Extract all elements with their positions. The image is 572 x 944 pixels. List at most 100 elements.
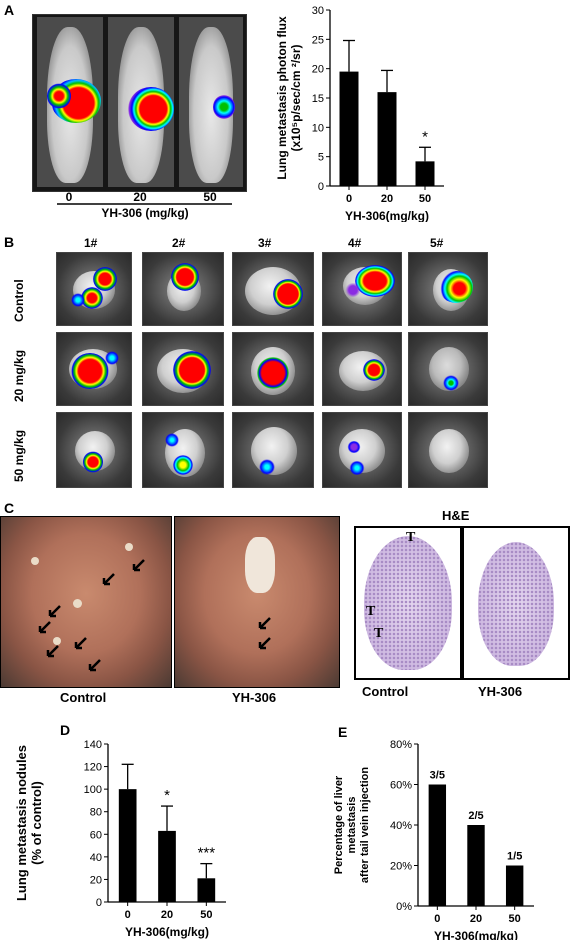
panel-a-label: A xyxy=(4,2,15,18)
y-tick-label: 0% xyxy=(396,901,412,913)
column-header-3: 3# xyxy=(258,236,272,250)
y-tick-label: 100 xyxy=(84,784,102,796)
dose-label-0: 0 xyxy=(66,190,73,204)
gross-label-yh306: YH-306 xyxy=(232,690,277,705)
x-tick-label: 20 xyxy=(161,909,173,921)
arrow-icon xyxy=(48,605,61,618)
row-label-20mgkg: 20 mg/kg xyxy=(12,349,26,402)
significance-marker: * xyxy=(164,787,170,804)
bar xyxy=(505,865,524,906)
x-axis-label: YH-306(mg/kg) xyxy=(434,929,518,940)
bar xyxy=(415,161,435,186)
ex-vivo-lung-control-3 xyxy=(232,252,314,326)
panel-c-label: C xyxy=(4,500,15,516)
ex-vivo-lung-20mg-2 xyxy=(142,332,224,406)
column-header-5: 5# xyxy=(430,236,444,250)
ex-vivo-lung-50mg-3 xyxy=(232,412,314,488)
tumor-marker: T xyxy=(374,626,384,641)
he-histology-yh306 xyxy=(462,526,570,680)
bar xyxy=(158,830,176,902)
y-tick-label: 40 xyxy=(90,852,102,864)
x-tick-label: 0 xyxy=(434,913,440,925)
mouse-image-20 xyxy=(108,17,174,187)
arrow-icon xyxy=(258,617,271,630)
ex-vivo-lung-control-1 xyxy=(56,252,132,326)
chart-a: 0 5 10 15 20 25 30 0 20 50 * YH-306(mg/kg) Lung meta… xyxy=(275,5,444,222)
he-title: H&E xyxy=(442,508,470,523)
y-tick-label: 10 xyxy=(312,122,324,134)
y-tick-label: 80 xyxy=(90,807,102,819)
arrow-icon xyxy=(88,659,101,672)
arrow-icon xyxy=(38,621,51,634)
y-tick-label: 0 xyxy=(318,181,324,193)
y-tick-label: 40% xyxy=(390,820,412,832)
ex-vivo-lung-control-5 xyxy=(408,252,488,326)
y-tick-label: 60% xyxy=(390,780,412,792)
ex-vivo-lung-50mg-1 xyxy=(56,412,132,488)
column-header-2: 2# xyxy=(172,236,186,250)
bar xyxy=(339,71,359,186)
gross-lung-control xyxy=(0,516,172,688)
chart-e: 0% 20% 40% 60% 80% 0 3/5 20 2/5 50 1/5 YH-306(mg/kg… xyxy=(333,739,534,940)
row-label-control: Control xyxy=(12,279,26,322)
x-axis-label: YH-306(mg/kg) xyxy=(345,209,429,222)
column-header-1: 1# xyxy=(84,236,98,250)
x-tick-label: 20 xyxy=(381,193,393,205)
bar xyxy=(467,825,485,906)
x-tick-label: 50 xyxy=(419,193,431,205)
y-tick-label: 20 xyxy=(90,874,102,886)
ex-vivo-lung-50mg-2 xyxy=(142,412,224,488)
y-tick-label: 20% xyxy=(390,861,412,873)
y-tick-label: 140 xyxy=(84,739,102,751)
significance-marker: * xyxy=(422,128,428,145)
dose-label-50: 50 xyxy=(203,190,217,204)
y-tick-label: 15 xyxy=(312,93,324,105)
data-label: 1/5 xyxy=(507,851,522,863)
bar xyxy=(377,92,397,186)
mouse-imaging-photo xyxy=(32,14,247,192)
x-tick-label: 0 xyxy=(125,909,131,921)
panel-a-dose-axis: 0 20 50 YH-306 (mg/kg) xyxy=(57,190,232,220)
arrow-icon xyxy=(132,559,145,572)
arrow-icon xyxy=(258,637,271,650)
y-tick-label: 20 xyxy=(312,64,324,76)
y-tick-label: 120 xyxy=(84,762,102,774)
tumor-marker: T xyxy=(366,604,376,619)
x-axis-label: YH-306(mg/kg) xyxy=(125,925,209,939)
arrow-icon xyxy=(46,645,59,658)
panel-e-label: E xyxy=(338,724,348,740)
x-tick-label: 50 xyxy=(200,909,212,921)
ex-vivo-lung-50mg-5 xyxy=(408,412,488,488)
panel-b-label: B xyxy=(4,234,15,250)
y-tick-label: 60 xyxy=(90,829,102,841)
bar xyxy=(118,789,137,902)
he-histology-control: T T T xyxy=(354,526,462,680)
mouse-image-0 xyxy=(37,17,103,187)
significance-marker: *** xyxy=(198,845,216,862)
ex-vivo-lung-50mg-4 xyxy=(322,412,402,488)
y-tick-label: 80% xyxy=(390,739,412,751)
he-label-yh306: YH-306 xyxy=(478,684,523,699)
x-tick-label: 0 xyxy=(346,193,352,205)
panel-d-label: D xyxy=(60,722,71,738)
data-label: 3/5 xyxy=(430,770,445,782)
gross-label-control: Control xyxy=(60,690,107,705)
y-tick-label: 5 xyxy=(318,152,324,164)
x-tick-label: 50 xyxy=(509,913,521,925)
ex-vivo-lung-control-2 xyxy=(142,252,224,326)
ex-vivo-lung-control-4 xyxy=(322,252,402,326)
y-axis-label: Lung metastasis nodules(% of control) xyxy=(14,745,44,901)
chart-d: 0 20 40 60 80 100 120 140 0 20 * 50 *** YH-306(mg/kg)… xyxy=(14,739,226,939)
y-tick-label: 0 xyxy=(96,897,102,909)
bar xyxy=(428,784,447,906)
ex-vivo-lung-20mg-3 xyxy=(232,332,314,406)
dose-label-20: 20 xyxy=(133,190,147,204)
data-label: 2/5 xyxy=(468,810,483,822)
y-axis-label: Lung metastasis photon flux(x10⁵p/sec/cm… xyxy=(275,16,303,180)
arrow-icon xyxy=(102,573,115,586)
ex-vivo-lung-20mg-5 xyxy=(408,332,488,406)
bar xyxy=(197,878,216,902)
y-tick-label: 25 xyxy=(312,34,324,46)
tumor-marker: T xyxy=(406,530,416,545)
he-label-control: Control xyxy=(362,684,409,699)
